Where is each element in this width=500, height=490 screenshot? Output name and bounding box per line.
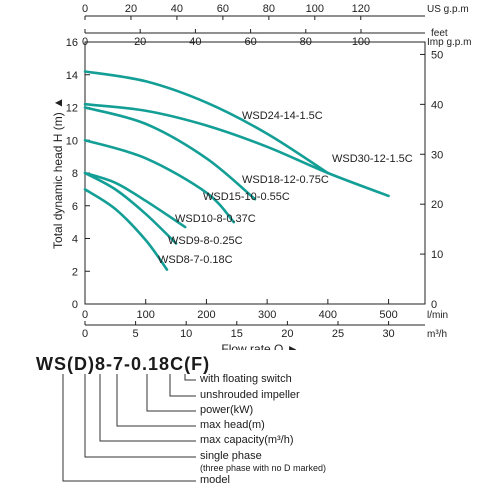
- curve-label: WSD8-7-0.18C: [158, 254, 233, 266]
- code-part-power: 0.18C: [131, 354, 185, 374]
- x-usgpm-tick-label: 0: [82, 3, 88, 15]
- model-legend-item: model: [200, 474, 230, 487]
- code-part-capacity: 8: [95, 354, 107, 374]
- curve-wsd8-7-0.18c: [83, 188, 169, 271]
- curves: [83, 70, 390, 271]
- leader-line: [116, 374, 196, 427]
- code-sep-1: -: [106, 354, 114, 374]
- x-axis-title: Flow rate Q ►: [221, 342, 298, 350]
- x-usgpm-tick-label: 100: [306, 3, 324, 15]
- y-right-tick-label: 30: [431, 149, 443, 161]
- y-left-tick-label: 16: [66, 37, 78, 49]
- model-legend-label: power(kW): [200, 404, 254, 416]
- model-legend-label: model: [200, 474, 230, 486]
- model-legend-item: with floating switch: [200, 373, 292, 386]
- curve-wsd10-8-0.37c: [83, 171, 187, 229]
- code-part-float: (F): [184, 354, 211, 374]
- code-sep-2: -: [124, 354, 132, 374]
- curve-wsd9-8-0.25c: [83, 171, 178, 245]
- y-left-tick-label: 12: [66, 103, 78, 115]
- x-impgpm-tick-label: 40: [189, 36, 201, 48]
- x-m3h-tick-label: 25: [332, 328, 344, 340]
- model-legend-item: power(kW): [200, 404, 253, 417]
- model-code: WS(D)8-7-0.18C(F): [36, 354, 210, 375]
- x-m3h-unit: m³/h: [427, 329, 447, 340]
- curve-label: WSD15-10-0.55C: [203, 191, 290, 203]
- curve-wsd15-10-0.55c: [83, 138, 236, 224]
- curve-label: WSD10-8-0.37C: [175, 213, 256, 225]
- curve-label: WSD18-12-0.75C: [242, 174, 329, 186]
- x-m3h-tick-label: 20: [281, 328, 293, 340]
- curve-labels: WSD30-12-1.5C WSD24-14-1.5C WSD18-12-0.75C…: [158, 110, 413, 266]
- model-legend-item: single phase (three phase with no D marke…: [200, 450, 326, 473]
- leader-line: [62, 374, 196, 482]
- x-impgpm-tick-label: 60: [244, 36, 256, 48]
- model-legend-item: max capacity(m³/h): [200, 434, 294, 447]
- model-legend-label: unshrouded impeller: [200, 389, 300, 401]
- model-legend-label: single phase: [200, 450, 262, 462]
- y-left-tick-label: 14: [66, 70, 78, 82]
- curve-wsd18-12-0.75c: [83, 106, 257, 201]
- curve-label: WSD30-12-1.5C: [332, 153, 413, 165]
- x-usgpm-tick-label: 20: [125, 3, 137, 15]
- plot-frame: [84, 41, 426, 305]
- y-right-tick-label: 40: [431, 99, 443, 111]
- curve-wsd30-12-1.5c: [83, 102, 390, 198]
- model-legend-item: max head(m): [200, 419, 265, 432]
- x-lmin-tick-label: 100: [137, 309, 155, 321]
- model-legend-label: with floating switch: [200, 373, 292, 385]
- model-legend-item: unshrouded impeller: [200, 389, 300, 402]
- x-m3h-tick-label: 0: [82, 328, 88, 340]
- x-impgpm-tick-label: 100: [352, 36, 370, 48]
- x-lmin-tick-label: 200: [197, 309, 215, 321]
- y-right-tick-label: 10: [431, 249, 443, 261]
- model-legend-label: max capacity(m³/h): [200, 434, 294, 446]
- x-lmin-tick-label: 500: [379, 309, 397, 321]
- x-impgpm-tick-label: 20: [134, 36, 146, 48]
- x-usgpm-tick-label: 40: [171, 3, 183, 15]
- curve-label: WSD9-8-0.25C: [168, 235, 243, 247]
- code-part-model: WS: [36, 354, 67, 374]
- y-axis-title: Total dynamic head H (m) ▲: [51, 97, 65, 249]
- x-m3h-tick-label: 30: [382, 328, 394, 340]
- x-impgpm-tick-label: 80: [300, 36, 312, 48]
- model-legend-note: (three phase with no D marked): [200, 462, 327, 473]
- y-left-tick-label: 4: [72, 234, 78, 246]
- x-m3h-tick-label: 15: [231, 328, 243, 340]
- x-usgpm-tick-label: 120: [352, 3, 370, 15]
- y-right-tick-label: 20: [431, 199, 443, 211]
- x-usgpm-tick-label: 80: [263, 3, 275, 15]
- x-lmin-tick-label: 300: [258, 309, 276, 321]
- y-left-tick-label: 8: [72, 168, 78, 180]
- leader-line: [99, 374, 196, 442]
- leader-line: [146, 374, 196, 412]
- x-lmin-tick-label: 0: [82, 309, 88, 321]
- curve-wsd24-14-1.5c: [83, 70, 330, 175]
- y-left-tick-label: 6: [72, 201, 78, 213]
- x-lmin-tick-label: 400: [319, 309, 337, 321]
- leader-line: [84, 374, 196, 458]
- model-legend-label: max head(m): [200, 419, 265, 431]
- y-right-tick-label: 0: [431, 299, 437, 311]
- x-impgpm-unit: Imp g.p.m: [427, 37, 471, 48]
- x-m3h-tick-label: 10: [180, 328, 192, 340]
- y-right-unit: feet: [431, 28, 448, 39]
- code-part-phase: (D): [67, 354, 95, 374]
- x-usgpm-unit: US g.p.m: [427, 4, 469, 15]
- x-impgpm-tick-label: 0: [82, 36, 88, 48]
- x-m3h-tick-label: 5: [133, 328, 139, 340]
- x-usgpm-tick-label: 60: [217, 3, 229, 15]
- leader-line: [169, 374, 196, 397]
- y-left-tick-label: 10: [66, 135, 78, 147]
- x-lmin-unit: l/min: [427, 310, 448, 321]
- curve-label: WSD24-14-1.5C: [242, 110, 323, 122]
- y-right-tick-label: 50: [431, 49, 443, 61]
- y-left-tick-label: 0: [72, 299, 78, 311]
- code-part-head: 7: [113, 354, 125, 374]
- y-left-tick-label: 2: [72, 266, 78, 278]
